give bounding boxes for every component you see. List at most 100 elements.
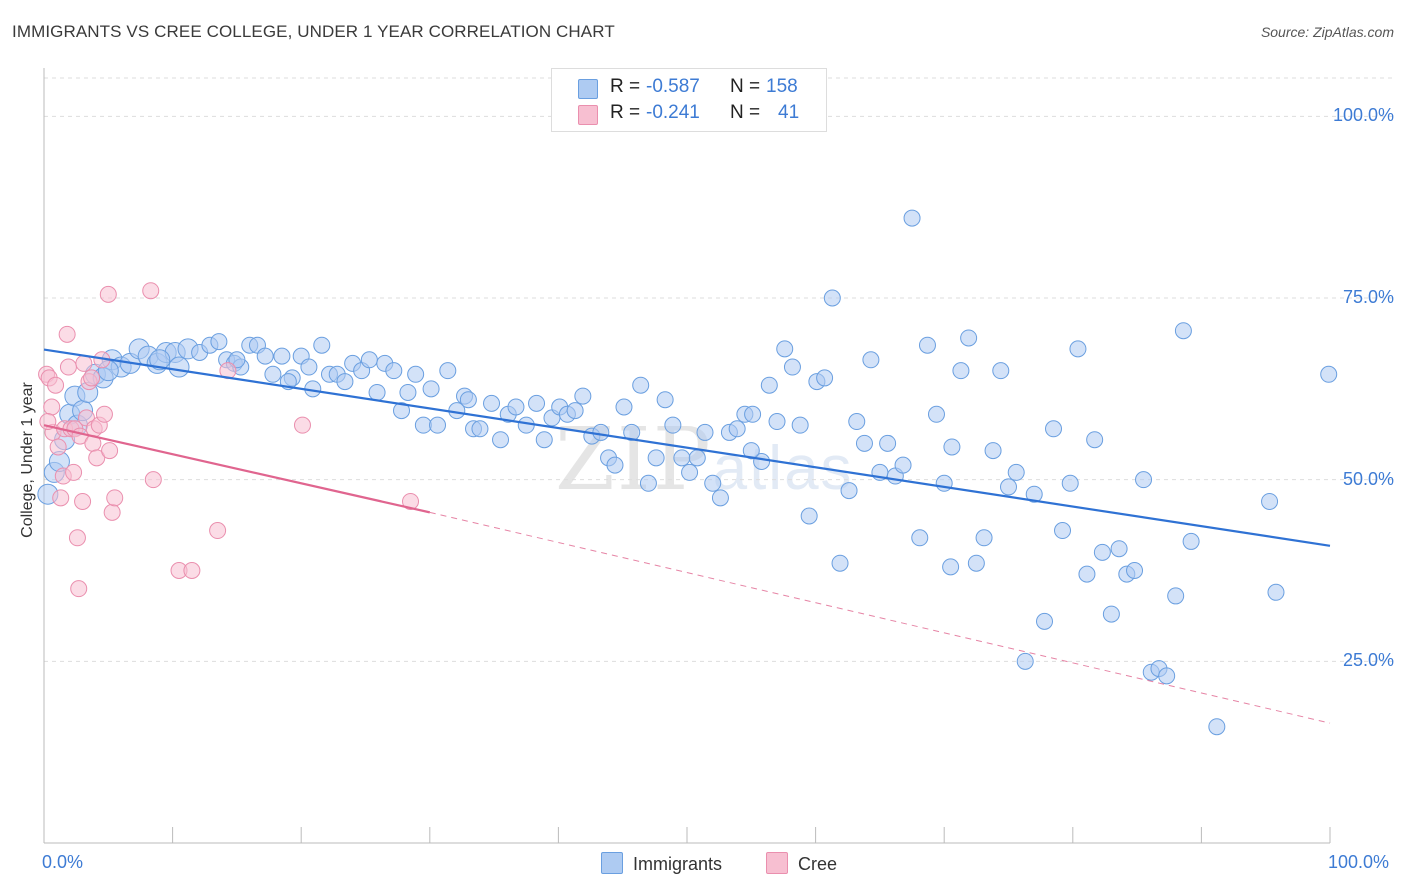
immigrants-point <box>1069 340 1087 358</box>
immigrants-point <box>368 383 386 401</box>
immigrants-point <box>517 416 535 434</box>
immigrants-point <box>574 387 592 405</box>
immigrants-point <box>776 340 794 358</box>
cree-point <box>95 405 113 423</box>
immigrants-point <box>606 456 624 474</box>
immigrants-point <box>744 405 762 423</box>
chart-title: IMMIGRANTS VS CREE COLLEGE, UNDER 1 YEAR… <box>12 22 615 41</box>
immigrants-point <box>459 391 477 409</box>
immigrants-point <box>943 438 961 456</box>
immigrants-point <box>1016 652 1034 670</box>
cree-point <box>39 413 57 431</box>
immigrants-swatch <box>601 852 623 874</box>
legend-swatch-cree <box>578 105 598 125</box>
immigrants-point <box>149 349 171 371</box>
legend-r-label: R = <box>610 102 641 123</box>
series-legend-immigrants[interactable]: Immigrants <box>601 852 722 875</box>
immigrants-point <box>728 420 746 438</box>
cree-point <box>402 492 420 510</box>
immigrants-point <box>1054 522 1072 540</box>
immigrants-point <box>1135 471 1153 489</box>
immigrants-point <box>385 362 403 380</box>
immigrants-point <box>336 373 354 391</box>
cree-point <box>47 376 65 394</box>
cree-point <box>74 492 92 510</box>
immigrants-point <box>471 420 489 438</box>
cree-point <box>183 562 201 579</box>
cree-point <box>43 398 61 416</box>
immigrants-point <box>632 376 650 394</box>
immigrants-point <box>992 362 1010 380</box>
x-tick-label-min: 0.0% <box>42 852 84 872</box>
immigrants-point <box>848 413 866 431</box>
immigrants-point <box>168 356 190 378</box>
immigrants-point <box>760 376 778 394</box>
y-tick-label: 75.0% <box>1342 287 1394 307</box>
immigrants-point <box>1025 485 1043 503</box>
immigrants-point <box>256 347 274 365</box>
immigrants-point <box>911 529 929 547</box>
immigrants-point <box>918 336 936 354</box>
immigrants-trendline <box>43 348 1331 547</box>
cree-point <box>68 529 86 547</box>
immigrants-point <box>840 482 858 500</box>
legend-r-value: -0.587 <box>646 76 700 97</box>
immigrants-point <box>1126 562 1144 579</box>
immigrants-point <box>535 431 553 449</box>
source-credit: Source: ZipAtlas.com <box>1260 24 1394 40</box>
series-legend-cree[interactable]: Cree <box>766 852 837 875</box>
immigrants-point <box>422 380 440 398</box>
immigrants-point <box>1267 583 1285 601</box>
immigrants-point <box>984 442 1002 460</box>
immigrants-point <box>615 398 633 416</box>
immigrants-point <box>664 416 682 434</box>
cree-point <box>83 369 101 387</box>
legend-swatch-immigrants <box>578 79 598 99</box>
immigrants-point <box>300 358 318 376</box>
immigrants-point <box>855 434 873 452</box>
immigrants-point <box>439 362 457 380</box>
immigrants-point <box>623 423 641 441</box>
immigrants-point <box>673 449 691 467</box>
y-tick-label: 25.0% <box>1342 650 1394 671</box>
cree-trendline-extrapolated <box>429 511 1331 724</box>
immigrants-point <box>273 347 291 365</box>
legend-n-value: 158 <box>766 76 798 97</box>
cree-point <box>106 489 124 507</box>
y-tick-label: 50.0% <box>1342 468 1394 489</box>
immigrants-point <box>1036 612 1054 630</box>
immigrants-point <box>927 405 945 423</box>
immigrants-point <box>1093 543 1111 561</box>
legend-n-value: 41 <box>778 102 800 123</box>
immigrants-point <box>210 333 228 351</box>
immigrants-point <box>507 398 525 416</box>
immigrants-point <box>414 416 432 434</box>
immigrants-point <box>264 365 282 383</box>
immigrants-point <box>688 449 706 467</box>
cree-point <box>101 442 119 460</box>
immigrants-point <box>1167 587 1185 605</box>
immigrants-point <box>656 391 674 409</box>
immigrants-point <box>879 434 897 452</box>
immigrants-point <box>228 351 246 369</box>
immigrants-point <box>768 413 786 431</box>
immigrants-point <box>894 456 912 474</box>
immigrants-point <box>696 423 714 441</box>
cree-point <box>103 503 121 521</box>
cree-point <box>75 354 93 372</box>
immigrants-point <box>592 423 610 441</box>
immigrants-point <box>1078 565 1096 583</box>
immigrants-point <box>831 554 849 572</box>
legend-r-value: -0.241 <box>646 102 700 123</box>
legend-n-label: N = <box>730 102 761 123</box>
immigrants-point <box>1086 431 1104 449</box>
cree-point <box>99 285 117 303</box>
cree-label: Cree <box>798 854 838 874</box>
immigrants-point <box>942 558 960 576</box>
immigrants-point <box>407 365 425 383</box>
immigrants-point <box>647 449 665 467</box>
immigrants-point <box>1000 478 1017 496</box>
cree-point <box>293 416 311 434</box>
immigrants-point <box>566 402 584 420</box>
